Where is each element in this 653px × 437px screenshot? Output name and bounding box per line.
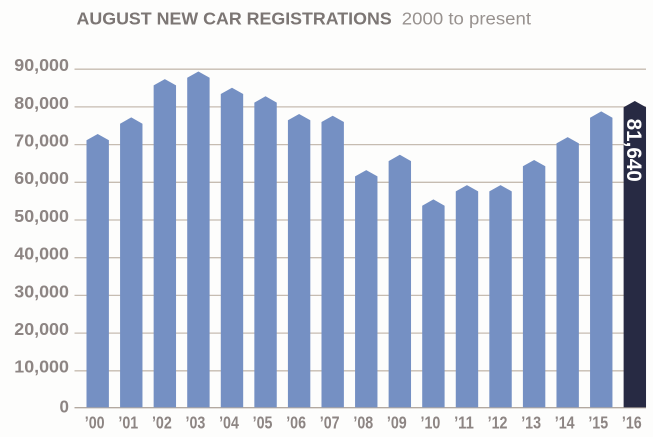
svg-text:’08: ’08 xyxy=(353,413,373,432)
svg-text:40,000: 40,000 xyxy=(14,244,69,264)
svg-text:’11: ’11 xyxy=(454,413,474,432)
svg-text:’16: ’16 xyxy=(622,413,642,432)
svg-text:AUGUST NEW CAR REGISTRATIONS: AUGUST NEW CAR REGISTRATIONS xyxy=(77,8,392,28)
svg-text:’05: ’05 xyxy=(253,413,273,432)
svg-text:81,640: 81,640 xyxy=(622,119,645,182)
svg-text:’09: ’09 xyxy=(387,413,407,432)
svg-text:80,000: 80,000 xyxy=(14,93,69,113)
svg-text:’14: ’14 xyxy=(555,413,575,432)
svg-text:60,000: 60,000 xyxy=(14,168,69,188)
svg-text:’00: ’00 xyxy=(85,413,105,432)
svg-text:’06: ’06 xyxy=(286,413,306,432)
svg-text:90,000: 90,000 xyxy=(14,55,69,75)
svg-text:’02: ’02 xyxy=(152,413,172,432)
svg-text:0: 0 xyxy=(60,397,69,417)
svg-text:10,000: 10,000 xyxy=(14,357,69,377)
svg-text:’15: ’15 xyxy=(588,413,608,432)
svg-text:30,000: 30,000 xyxy=(14,281,69,301)
svg-text:’01: ’01 xyxy=(118,413,138,432)
svg-text:’04: ’04 xyxy=(219,413,239,432)
svg-text:’13: ’13 xyxy=(521,413,541,432)
svg-text:’07: ’07 xyxy=(320,413,340,432)
svg-text:’03: ’03 xyxy=(186,413,206,432)
svg-text:’10: ’10 xyxy=(421,413,441,432)
svg-text:20,000: 20,000 xyxy=(14,319,69,339)
svg-text:2000 to present: 2000 to present xyxy=(402,8,531,28)
svg-text:70,000: 70,000 xyxy=(14,131,69,151)
svg-text:’12: ’12 xyxy=(488,413,508,432)
svg-text:50,000: 50,000 xyxy=(14,206,69,226)
